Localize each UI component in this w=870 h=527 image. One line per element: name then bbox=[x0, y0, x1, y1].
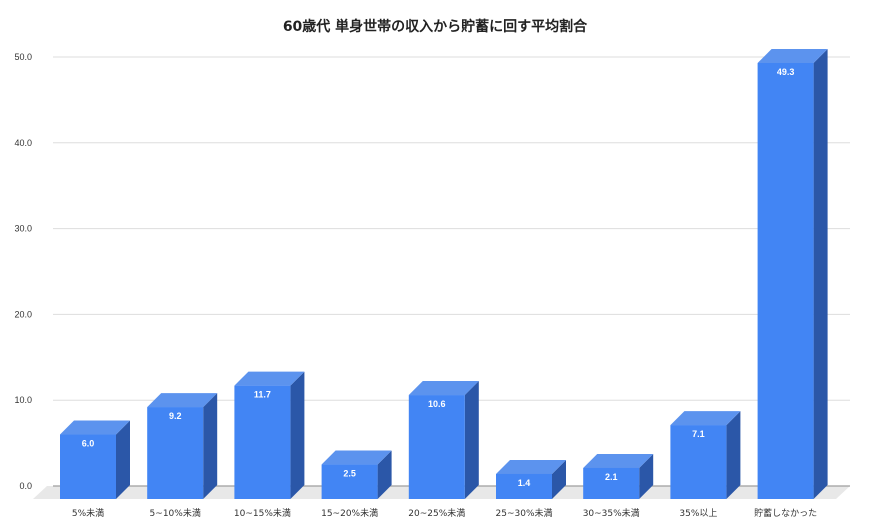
bar-value-label: 7.1 bbox=[692, 429, 705, 439]
bar-value-label: 11.7 bbox=[254, 390, 271, 400]
x-category-label: 35%以上 bbox=[679, 508, 717, 519]
bar-value-label: 2.5 bbox=[343, 469, 356, 479]
bar: 49.3 bbox=[757, 49, 828, 499]
bar: 10.6 bbox=[408, 381, 479, 499]
x-category-label: 5%未満 bbox=[72, 507, 104, 519]
bar-value-label: 1.4 bbox=[518, 478, 531, 488]
x-category-label: 15~20%未満 bbox=[321, 507, 378, 519]
bar-value-label: 49.3 bbox=[777, 67, 795, 77]
x-category-label: 5~10%未満 bbox=[150, 507, 201, 519]
y-tick-label: 20.0 bbox=[14, 309, 32, 319]
y-tick-label: 50.0 bbox=[14, 52, 32, 62]
bar-value-label: 10.6 bbox=[428, 399, 446, 409]
bar: 2.5 bbox=[321, 450, 392, 499]
x-category-label: 25~30%未満 bbox=[496, 507, 553, 519]
x-category-label: 10~15%未満 bbox=[234, 507, 291, 519]
bar: 6.0 bbox=[60, 420, 130, 499]
bar: 1.4 bbox=[496, 459, 566, 499]
bar-value-label: 2.1 bbox=[605, 472, 618, 482]
y-tick-label: 40.0 bbox=[14, 138, 32, 148]
x-category-label: 貯蓄しなかった bbox=[754, 507, 817, 519]
y-tick-label: 10.0 bbox=[14, 395, 32, 405]
x-category-label: 30~35%未満 bbox=[583, 507, 640, 519]
bar: 2.1 bbox=[583, 453, 654, 499]
bar: 7.1 bbox=[670, 411, 741, 499]
chart-title: 60歳代 単身世帯の収入から貯蓄に回す平均割合 bbox=[282, 19, 588, 35]
y-tick-label: 0.0 bbox=[19, 481, 32, 491]
bar: 9.2 bbox=[147, 393, 218, 499]
x-category-label: 20~25%未満 bbox=[408, 507, 465, 519]
y-tick-label: 30.0 bbox=[14, 224, 32, 234]
bar: 11.7 bbox=[234, 371, 305, 499]
bar-value-label: 6.0 bbox=[82, 439, 95, 449]
bar-value-label: 9.2 bbox=[169, 411, 182, 421]
